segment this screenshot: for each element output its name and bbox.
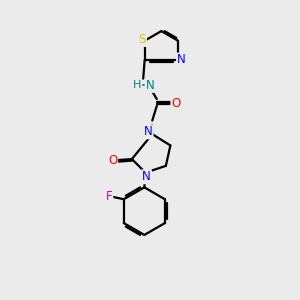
Text: H: H bbox=[134, 80, 142, 90]
Text: O: O bbox=[108, 154, 117, 167]
Text: N: N bbox=[142, 170, 151, 183]
Text: O: O bbox=[171, 97, 181, 110]
Text: S: S bbox=[139, 33, 146, 46]
Text: N: N bbox=[177, 53, 186, 67]
Text: N: N bbox=[144, 125, 153, 138]
Text: F: F bbox=[106, 190, 112, 203]
Text: N: N bbox=[146, 79, 154, 92]
